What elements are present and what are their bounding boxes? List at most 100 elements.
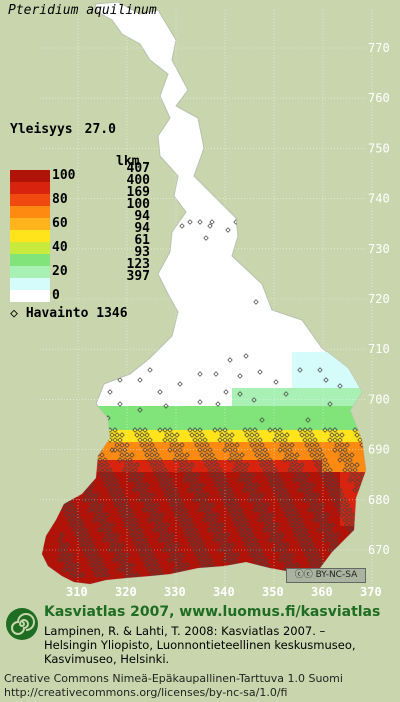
observation-marker: [124, 502, 130, 508]
map-cell: [274, 472, 280, 478]
map-cell: [280, 406, 286, 412]
map-cell: [220, 472, 226, 478]
map-cell: [190, 448, 196, 454]
observation-marker: [194, 492, 200, 498]
map-cell: [340, 490, 346, 496]
observation-marker: [264, 472, 270, 478]
observation-marker: [112, 487, 118, 493]
map-cell: [238, 436, 244, 442]
observation-marker: [129, 472, 135, 478]
map-cell: [190, 430, 196, 436]
map-cell: [160, 532, 166, 538]
map-cell: [148, 484, 154, 490]
map-cell: [196, 406, 202, 412]
observation-marker: [147, 557, 153, 563]
map-cell: [328, 352, 334, 358]
observation-marker: [307, 437, 313, 443]
map-cell: [154, 484, 160, 490]
map-cell: [310, 514, 316, 520]
map-cell: [322, 502, 328, 508]
observation-marker: [254, 482, 260, 488]
observation-marker: [119, 502, 125, 508]
observation-marker: [157, 467, 163, 473]
observation-marker: [279, 442, 285, 448]
observation-marker: [212, 427, 218, 433]
map-cell: [346, 472, 352, 478]
map-cell: [172, 556, 178, 562]
observation-marker: [172, 437, 178, 443]
map-cell: [160, 496, 166, 502]
map-cell: [154, 568, 160, 574]
map-cell: [160, 430, 166, 436]
map-cell: [346, 490, 352, 496]
map-cell: [160, 568, 166, 574]
map-cell: [112, 406, 118, 412]
observation-marker: [94, 512, 100, 518]
license-url[interactable]: http://creativecommons.org/licenses/by-n…: [4, 686, 288, 699]
map-cell: [286, 436, 292, 442]
map-cell: [226, 520, 232, 526]
observation-marker: [104, 482, 110, 488]
observation-marker: [124, 462, 130, 468]
observation-marker: [184, 512, 190, 518]
map-cell: [346, 448, 352, 454]
map-cell: [112, 562, 118, 568]
observation-marker: [57, 547, 63, 553]
map-cell: [322, 460, 328, 466]
map-cell: [202, 532, 208, 538]
observation-marker: [292, 467, 298, 473]
footer-title[interactable]: Kasviatlas 2007, www.luomus.fi/kasviatla…: [44, 604, 381, 620]
map-cell: [304, 376, 310, 382]
map-cell: [340, 526, 346, 532]
map-cell: [82, 544, 88, 550]
map-cell: [184, 496, 190, 502]
map-cell: [256, 406, 262, 412]
map-cell: [130, 532, 136, 538]
observation-marker: [319, 512, 325, 518]
map-cell: [268, 460, 274, 466]
cc-license-badge[interactable]: ⓒⓒ BY-NC-SA: [286, 568, 366, 583]
observation-marker: [157, 517, 163, 523]
map-cell: [220, 406, 226, 412]
map-cell: [274, 406, 280, 412]
map-cell: [292, 358, 298, 364]
map-cell: [268, 550, 274, 556]
map-cell: [154, 472, 160, 478]
map-cell: [244, 490, 250, 496]
map-cell: [268, 406, 274, 412]
map-cell: [244, 400, 250, 406]
map-cell: [232, 418, 238, 424]
map-cell: [106, 484, 112, 490]
map-cell: [304, 454, 310, 460]
map-cell: [178, 562, 184, 568]
observation-marker: [347, 457, 353, 463]
grid-x-label: 350: [262, 585, 284, 599]
map-cell: [226, 550, 232, 556]
observation-marker: [344, 442, 350, 448]
observation-marker: [129, 512, 135, 518]
map-cell: [286, 538, 292, 544]
observation-marker: [157, 527, 163, 533]
map-cell: [112, 478, 118, 484]
map-cell: [250, 538, 256, 544]
map-cell: [274, 436, 280, 442]
observation-marker: [124, 512, 130, 518]
map-cell: [304, 508, 310, 514]
observation-marker: [227, 457, 233, 463]
observation-marker: [167, 487, 173, 493]
map-cell: [274, 418, 280, 424]
observation-marker: [144, 452, 150, 458]
map-cell: [304, 460, 310, 466]
map-cell: [262, 544, 268, 550]
observation-marker: [154, 452, 160, 458]
map-cell: [202, 490, 208, 496]
observation-marker: [249, 542, 255, 548]
observation-marker: [149, 562, 155, 568]
map-cell: [184, 424, 190, 430]
observation-marker: [167, 477, 173, 483]
observation-marker: [342, 457, 348, 463]
observation-marker: [222, 537, 228, 543]
map-cell: [142, 514, 148, 520]
map-cell: [304, 466, 310, 472]
map-cell: [328, 460, 334, 466]
